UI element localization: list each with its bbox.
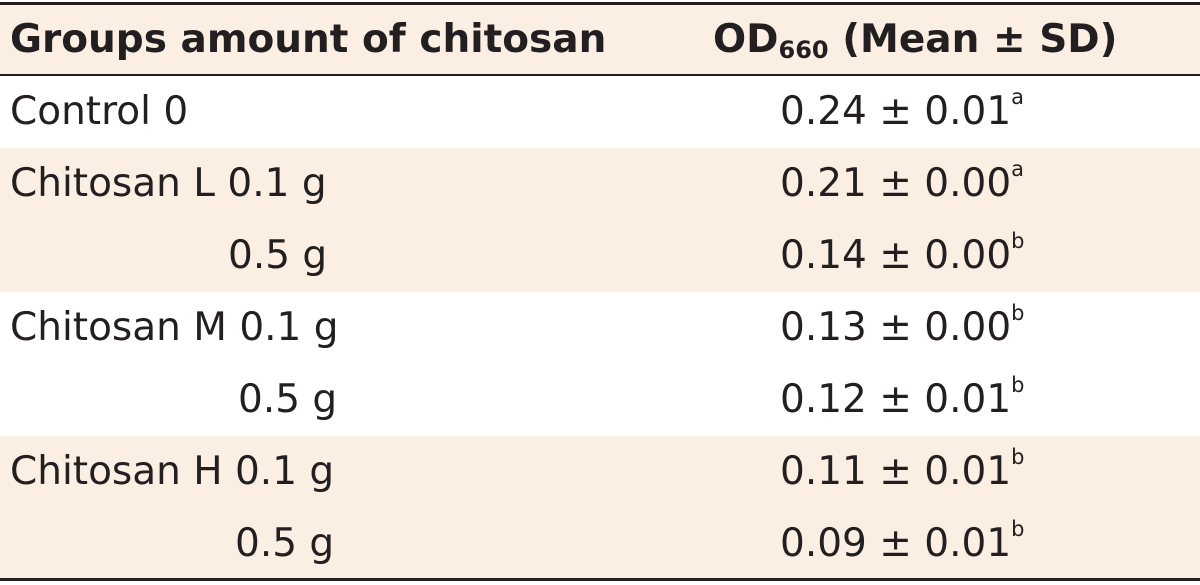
row-amount: 0.5 g — [235, 521, 335, 566]
row-value: 0.09 ± 0.01b — [780, 508, 1025, 580]
row-amount: 0.5 g — [228, 233, 328, 278]
row-significance: b — [1011, 229, 1025, 253]
row-value-text: 0.09 ± 0.01 — [780, 521, 1012, 566]
header-od-suffix: (Mean ± SD) — [828, 17, 1118, 62]
table-row: 0.5 g 0.09 ± 0.01b — [0, 508, 1200, 580]
row-group: Chitosan H 0.1 g — [10, 449, 335, 494]
row-value: 0.24 ± 0.01a — [780, 76, 1024, 148]
band-chitosan-l — [0, 148, 1200, 292]
row-significance: a — [1011, 157, 1025, 181]
row-significance: a — [1011, 85, 1025, 109]
table-row: Control 0 0.24 ± 0.01a — [0, 76, 1200, 148]
row-significance: b — [1011, 301, 1025, 325]
row-value: 0.13 ± 0.00b — [780, 292, 1025, 364]
row-significance: b — [1011, 445, 1025, 469]
row-significance: b — [1011, 517, 1025, 541]
row-value-text: 0.14 ± 0.00 — [780, 233, 1012, 278]
table-bottom-rule — [0, 578, 1200, 581]
row-value: 0.21 ± 0.00a — [780, 148, 1024, 220]
header-od-prefix: OD — [713, 17, 779, 62]
row-value: 0.12 ± 0.01b — [780, 364, 1025, 436]
band-control — [0, 76, 1200, 148]
row-group: Control 0 — [10, 89, 189, 134]
row-amount: 0.5 g — [238, 377, 338, 422]
table-header-rule — [0, 74, 1200, 76]
table-row: Chitosan L 0.1 g 0.21 ± 0.00a — [0, 148, 1200, 220]
row-value: 0.14 ± 0.00b — [780, 220, 1025, 292]
header-groups: Groups amount of chitosan — [10, 17, 607, 62]
table-row: Chitosan H 0.1 g 0.11 ± 0.01b — [0, 436, 1200, 508]
row-value-text: 0.13 ± 0.00 — [780, 305, 1012, 350]
table-row: 0.5 g 0.12 ± 0.01b — [0, 364, 1200, 436]
table-row: Chitosan M 0.1 g 0.13 ± 0.00b — [0, 292, 1200, 364]
table-top-rule — [0, 2, 1200, 5]
row-significance: b — [1011, 373, 1025, 397]
row-value-text: 0.21 ± 0.00 — [780, 161, 1012, 206]
band-chitosan-h — [0, 436, 1200, 578]
row-value: 0.11 ± 0.01b — [780, 436, 1025, 508]
row-group: Chitosan L 0.1 g — [10, 161, 327, 206]
row-group: Chitosan M 0.1 g — [10, 305, 339, 350]
header-od-subscript: 660 — [778, 36, 829, 64]
table-row: 0.5 g 0.14 ± 0.00b — [0, 220, 1200, 292]
row-value-text: 0.11 ± 0.01 — [780, 449, 1012, 494]
table-header-row: Groups amount of chitosan OD660 (Mean ± … — [0, 5, 1200, 74]
band-chitosan-m — [0, 292, 1200, 436]
row-value-text: 0.12 ± 0.01 — [780, 377, 1012, 422]
header-od: OD660 (Mean ± SD) — [713, 5, 1118, 74]
row-value-text: 0.24 ± 0.01 — [780, 89, 1012, 134]
